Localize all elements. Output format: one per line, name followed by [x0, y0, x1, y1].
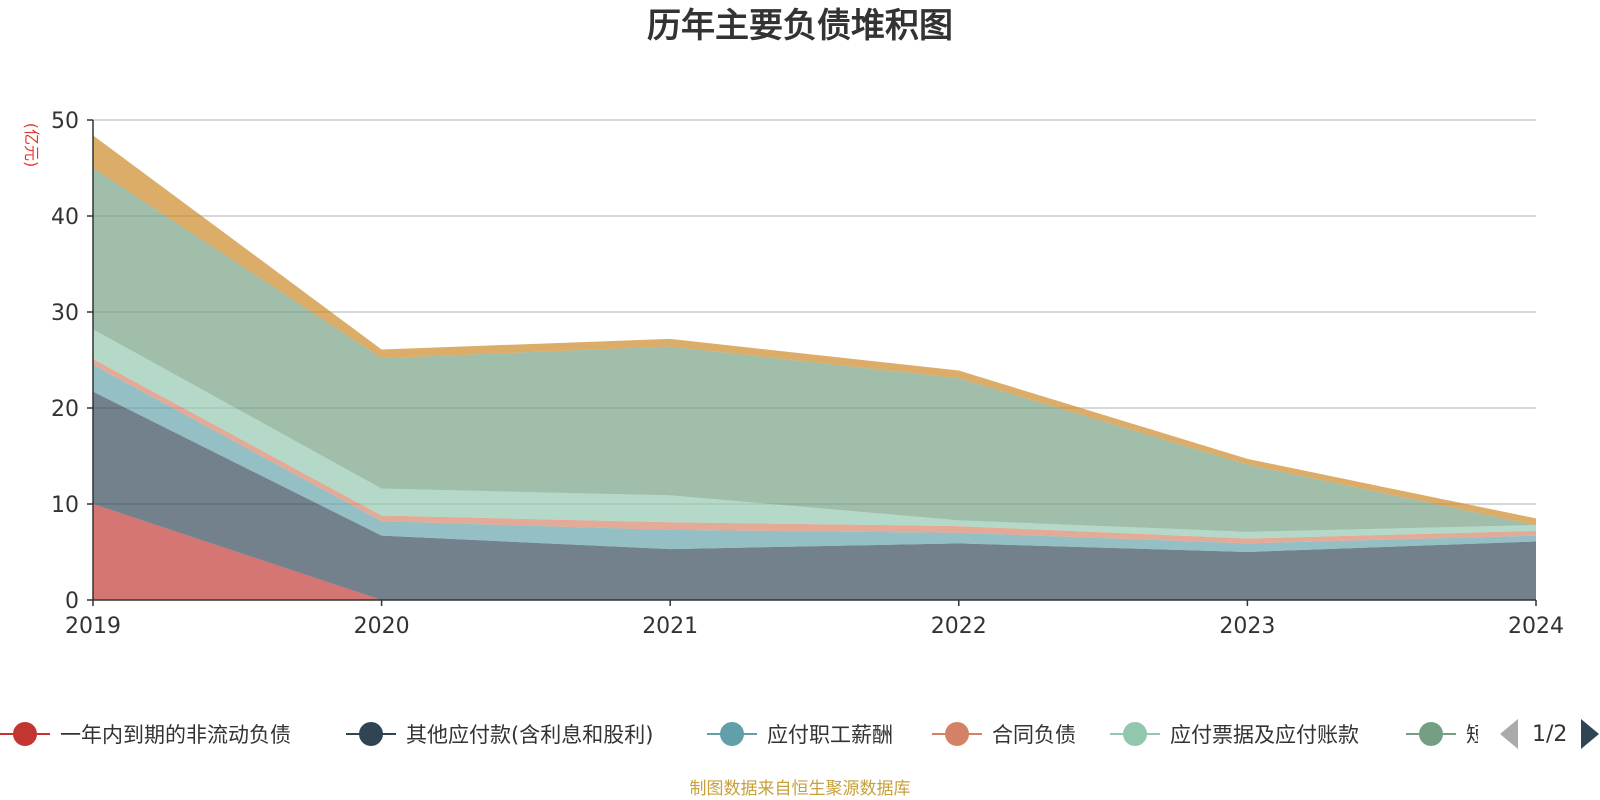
legend-label: 合同负债: [992, 723, 1076, 747]
x-tick-label-2: 2021: [642, 614, 698, 639]
stacked-area-chart: 0 10 20 30 40 50 2019 2020 2021 2022 2023 2024 (亿元): [22, 109, 1564, 639]
y-tick-label-3: 30: [51, 301, 79, 326]
legend-marker-icon: [346, 722, 396, 746]
axes: 0 10 20 30 40 50 2019 2020 2021 2022 2023 2024: [51, 109, 1564, 639]
x-tick-label-0: 2019: [65, 614, 121, 639]
y-tick-label-0: 0: [65, 589, 79, 614]
y-tick-label-2: 20: [51, 397, 79, 422]
y-tick-label-5: 50: [51, 109, 79, 134]
x-tick-label-5: 2024: [1508, 614, 1564, 639]
y-tick-label-1: 10: [51, 493, 79, 518]
legend-next-page-icon[interactable]: [1581, 719, 1600, 749]
legend-marker-icon: [0, 722, 50, 746]
legend-label: 其他应付款(含利息和股利): [406, 723, 654, 747]
area-series-layer: [93, 135, 1536, 600]
legend-item-2[interactable]: 应付职工薪酬: [707, 716, 893, 752]
x-tick-label-1: 2020: [354, 614, 410, 639]
source-note: 制图数据来自恒生聚源数据库: [689, 779, 911, 799]
legend-item-0[interactable]: 一年内到期的非流动负债: [0, 716, 291, 752]
legend-marker-icon: [932, 722, 982, 746]
legend-label: 短期借款: [1466, 723, 1478, 747]
x-tick-label-4: 2023: [1219, 614, 1275, 639]
y-tick-label-4: 40: [51, 205, 79, 230]
legend-item-5[interactable]: 短期借款: [1406, 716, 1478, 752]
legend-marker-icon: [1406, 722, 1456, 746]
x-tick-label-3: 2022: [931, 614, 987, 639]
area-series-0: [93, 504, 1536, 600]
legend: 一年内到期的非流动负债 其他应付款(含利息和股利) 应付职工薪酬 合同负债 应付票据及应…: [0, 716, 1478, 752]
legend-item-1[interactable]: 其他应付款(含利息和股利): [346, 716, 653, 752]
legend-label: 一年内到期的非流动负债: [60, 723, 291, 747]
legend-page-indicator: 1/2: [1532, 721, 1568, 747]
legend-marker-icon: [1110, 722, 1160, 746]
area-series-5: [93, 168, 1536, 532]
chart-title: 历年主要负债堆积图: [647, 6, 953, 46]
y-axis-unit-label: (亿元): [22, 123, 41, 168]
legend-item-4[interactable]: 应付票据及应付账款: [1110, 716, 1359, 752]
legend-prev-page-icon[interactable]: [1500, 719, 1518, 749]
legend-label: 应付票据及应付账款: [1170, 723, 1359, 747]
legend-pager: 1/2: [1500, 716, 1600, 752]
legend-marker-icon: [707, 722, 757, 746]
area-series-1: [93, 391, 1536, 600]
legend-label: 应付职工薪酬: [767, 723, 893, 747]
legend-item-3[interactable]: 合同负债: [932, 716, 1076, 752]
